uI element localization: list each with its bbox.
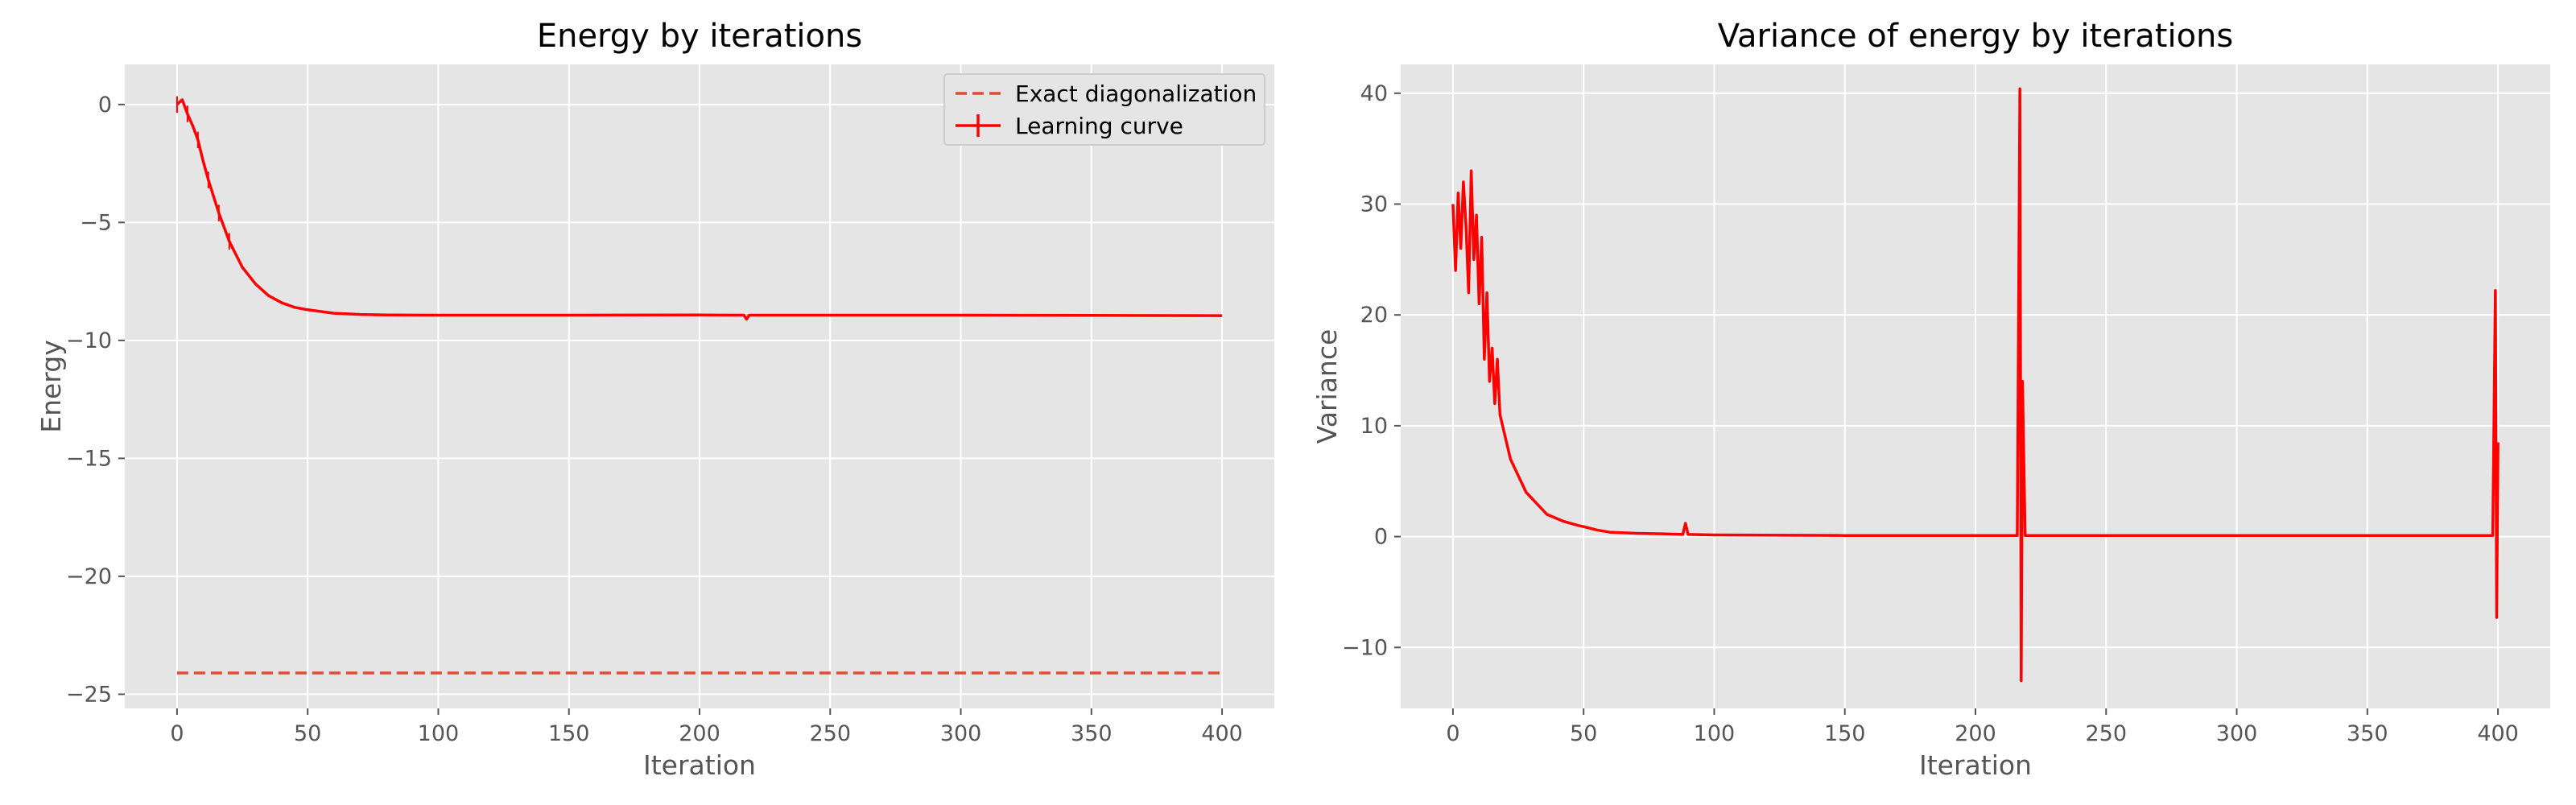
energy-y-axis-label: Energy — [35, 340, 67, 433]
y-tick-label: −10 — [1342, 635, 1388, 660]
x-tick-label: 200 — [1955, 721, 1996, 746]
variance-line — [1451, 87, 2500, 683]
energy-x-axis-label: Iteration — [643, 749, 756, 781]
x-tick-label: 250 — [809, 721, 851, 746]
y-tick-label: 40 — [1360, 81, 1388, 106]
y-tick-label: 20 — [1360, 303, 1388, 328]
x-tick-label: 150 — [548, 721, 590, 746]
x-tick-label: 200 — [679, 721, 720, 746]
x-tick-label: 100 — [418, 721, 460, 746]
variance-chart-title: Variance of energy by iterations — [1718, 18, 2233, 55]
x-tick-label: 0 — [170, 721, 184, 746]
legend-box — [943, 73, 1265, 146]
energy-x-ticks: 0 50 100 150 200 250 300 350 400 — [170, 708, 1243, 746]
x-tick-label: 0 — [1446, 721, 1459, 746]
x-tick-label: 300 — [2216, 721, 2258, 746]
x-tick-label: 250 — [2085, 721, 2127, 746]
x-tick-label: 400 — [2477, 721, 2519, 746]
y-tick-label: −10 — [66, 328, 112, 353]
energy-chart: 0 50 100 150 200 250 300 350 400 0 −5 −10 −15 −20 −25… — [35, 18, 1274, 781]
variance-x-axis-label: Iteration — [1919, 749, 2032, 781]
y-tick-label: −25 — [66, 682, 112, 707]
y-tick-label: −20 — [66, 564, 112, 589]
variance-y-ticks: 40 30 20 10 0 −10 — [1342, 81, 1401, 660]
x-tick-label: 50 — [1570, 721, 1597, 746]
energy-y-ticks: 0 −5 −10 −15 −20 −25 — [66, 93, 125, 707]
learning-curve-line — [175, 98, 1223, 321]
energy-gridlines — [125, 64, 1274, 708]
y-tick-label: 30 — [1360, 192, 1388, 217]
y-tick-label: 0 — [1374, 525, 1388, 550]
x-tick-label: 50 — [294, 721, 321, 746]
variance-y-axis-label: Variance — [1311, 329, 1343, 444]
x-tick-label: 350 — [2347, 721, 2388, 746]
y-tick-label: −15 — [66, 446, 112, 471]
x-tick-label: 400 — [1201, 721, 1243, 746]
y-tick-label: −5 — [80, 210, 112, 235]
legend-label-learning-curve: Learning curve — [1015, 113, 1183, 139]
x-tick-label: 350 — [1071, 721, 1113, 746]
x-tick-label: 100 — [1694, 721, 1736, 746]
energy-chart-title: Energy by iterations — [537, 18, 862, 55]
legend-label-exact-diagonalization: Exact diagonalization — [1015, 80, 1257, 107]
variance-series — [1451, 87, 2500, 683]
y-tick-label: 0 — [98, 93, 112, 118]
x-tick-label: 300 — [940, 721, 982, 746]
energy-legend: Exact diagonalization Learning curve — [943, 73, 1265, 146]
x-tick-label: 150 — [1824, 721, 1866, 746]
variance-x-ticks: 0 50 100 150 200 250 300 350 400 — [1446, 708, 2519, 746]
energy-series — [175, 96, 1223, 675]
y-tick-label: 10 — [1360, 414, 1388, 439]
